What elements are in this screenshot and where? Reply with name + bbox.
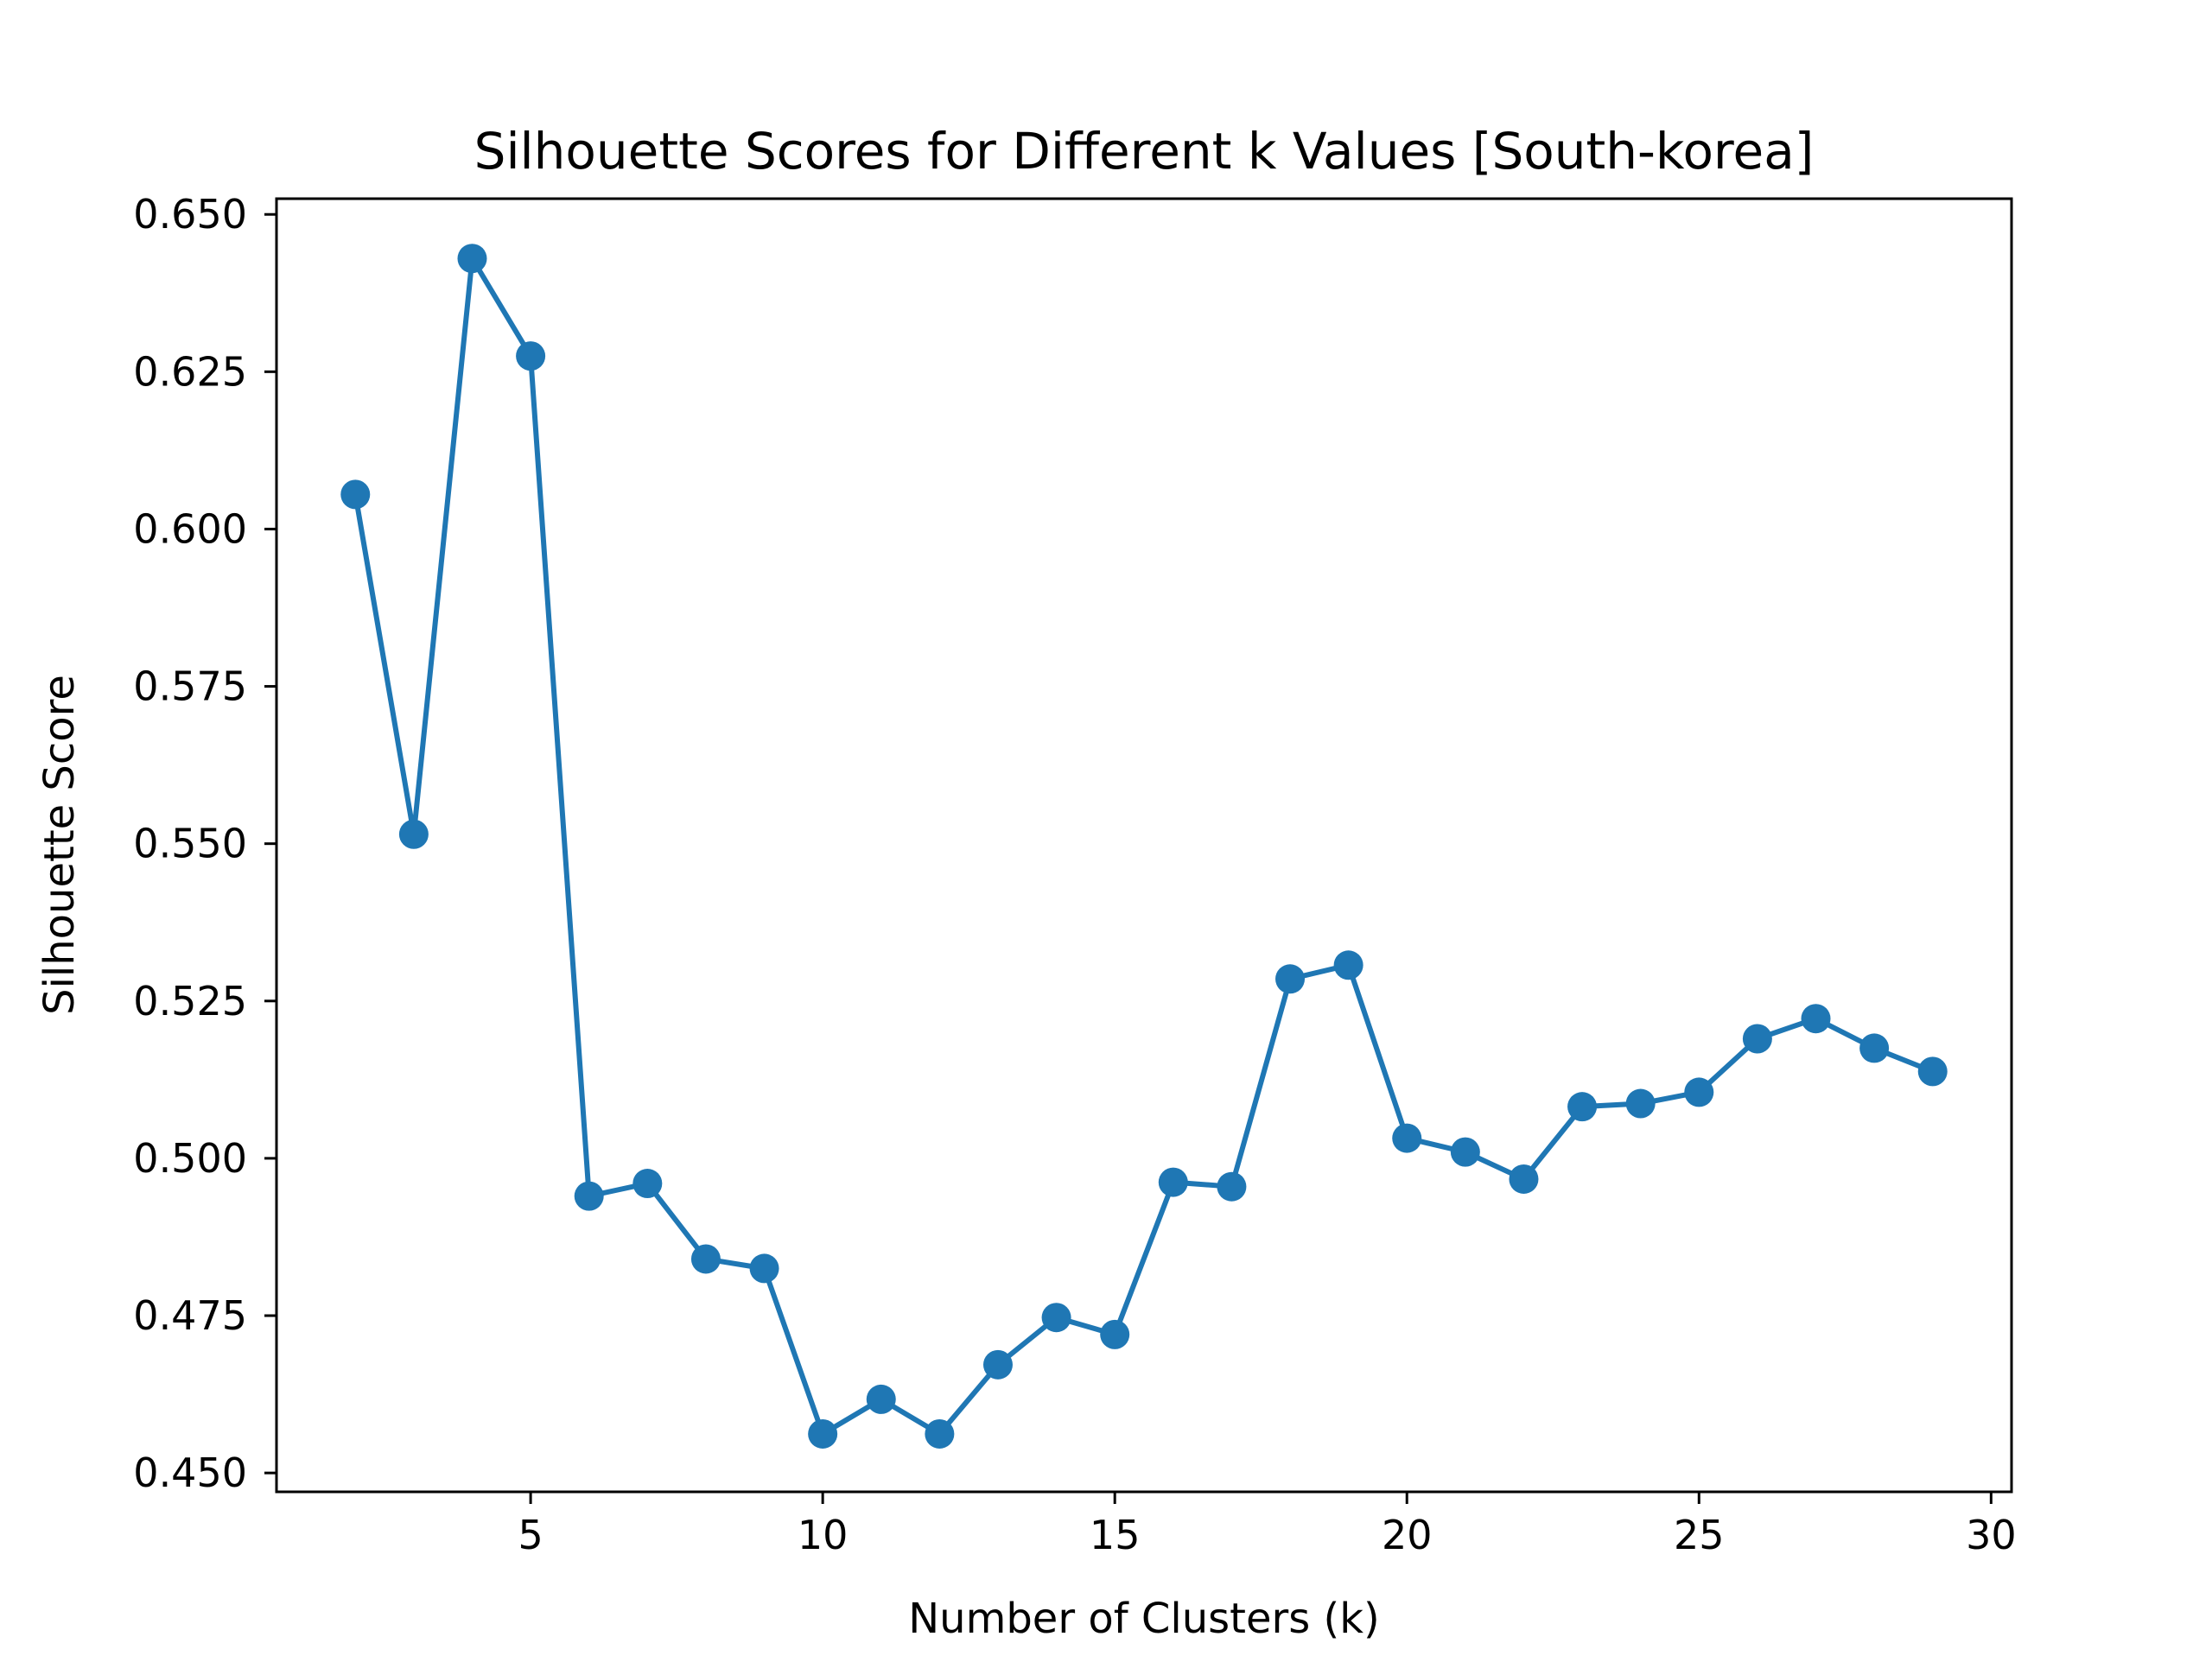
data-point (1158, 1167, 1188, 1197)
x-tick-label: 25 (1674, 1512, 1725, 1558)
plot-frame (275, 197, 2013, 1494)
chart-title: Silhouette Scores for Different k Values… (474, 122, 1815, 181)
data-point (749, 1253, 779, 1284)
x-tick-label: 20 (1382, 1512, 1433, 1558)
data-point (1509, 1164, 1539, 1194)
data-point (1100, 1319, 1130, 1349)
data-point (925, 1418, 955, 1449)
y-axis-label: Silhouette Score (35, 675, 84, 1015)
data-point (1859, 1033, 1890, 1063)
data-point (1333, 950, 1363, 980)
data-point (1742, 1024, 1772, 1054)
x-axis-label: Number of Clusters (k) (908, 1595, 1379, 1643)
y-tick-label: 0.450 (133, 1449, 247, 1496)
data-point (516, 341, 546, 371)
data-point (1275, 964, 1306, 994)
data-point (398, 819, 429, 849)
y-tick-label: 0.475 (133, 1292, 247, 1339)
data-point (1567, 1092, 1598, 1122)
y-tick-label: 0.550 (133, 821, 247, 867)
data-point (457, 244, 487, 274)
data-point (632, 1169, 663, 1199)
y-tick-label: 0.600 (133, 505, 247, 552)
data-point (1801, 1004, 1831, 1034)
data-point (340, 479, 371, 510)
data-point (808, 1418, 838, 1449)
y-tick-label: 0.525 (133, 978, 247, 1024)
data-point (1450, 1137, 1480, 1167)
data-layer (340, 244, 1948, 1449)
y-tick-label: 0.625 (133, 348, 247, 395)
data-point (1684, 1077, 1714, 1107)
ticks-layer: 5 10 15 20 25 30 0.450 0.475 0.500 0.525 0.550 0.57… (133, 191, 2016, 1558)
data-point (1625, 1088, 1656, 1119)
y-tick-label: 0.500 (133, 1135, 247, 1182)
data-point (1041, 1303, 1071, 1333)
x-tick-label: 10 (798, 1512, 849, 1558)
x-tick-label: 15 (1090, 1512, 1141, 1558)
y-tick-label: 0.650 (133, 191, 247, 238)
x-tick-label: 30 (1966, 1512, 2017, 1558)
data-point (1217, 1171, 1247, 1202)
data-point (982, 1349, 1013, 1380)
series-line (353, 256, 1934, 1437)
data-point (1392, 1123, 1422, 1153)
data-point (574, 1181, 604, 1211)
data-point (1917, 1056, 1948, 1087)
data-point (690, 1244, 721, 1274)
y-tick-label: 0.575 (133, 663, 247, 710)
data-point (866, 1384, 896, 1414)
x-tick-label: 5 (518, 1512, 543, 1558)
